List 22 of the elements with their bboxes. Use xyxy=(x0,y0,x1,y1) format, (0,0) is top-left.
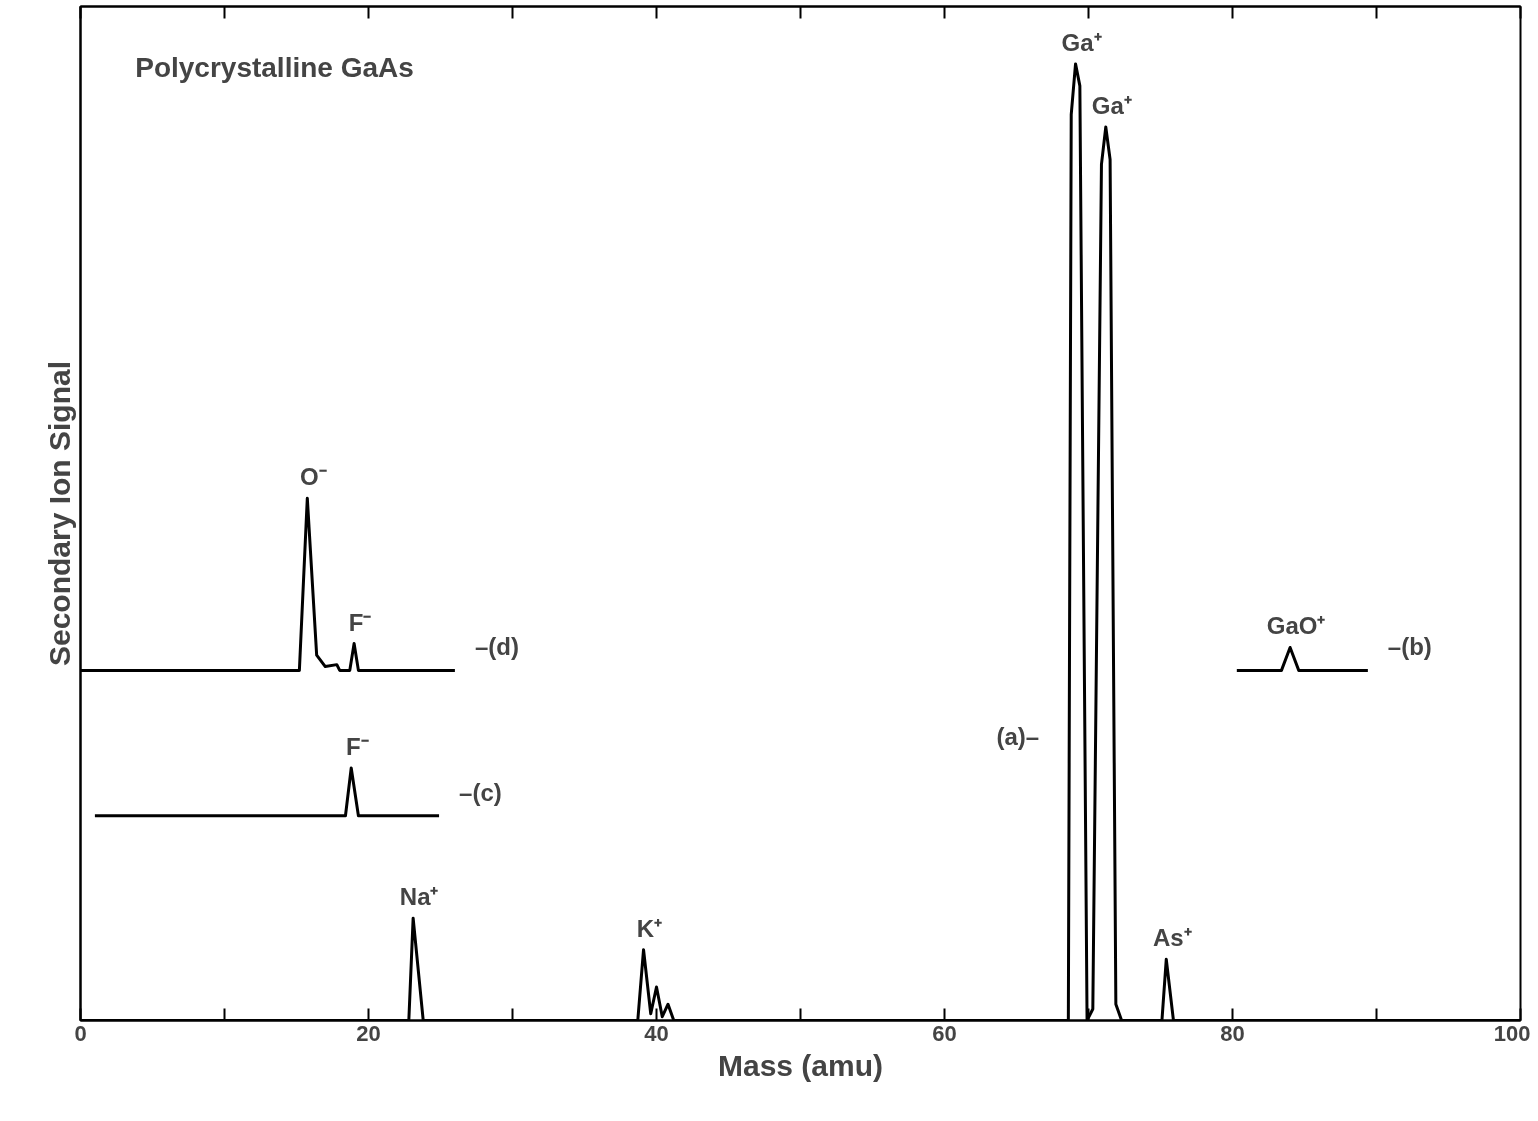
annotation: K⁺ xyxy=(636,914,663,942)
annotation: F⁻ xyxy=(345,732,369,760)
x-tick-label: 0 xyxy=(74,1020,87,1046)
annotation: –(d) xyxy=(474,633,519,661)
x-tick-label: 100 xyxy=(1493,1020,1531,1046)
annotation: As⁺ xyxy=(1152,924,1192,952)
annotation: Ga⁺ xyxy=(1061,28,1102,56)
annotation: O⁻ xyxy=(299,463,327,491)
annotation: F⁻ xyxy=(348,608,372,636)
annotation: Polycrystalline GaAs xyxy=(135,51,414,83)
annotation: –(c) xyxy=(459,778,502,806)
x-tick-label: 60 xyxy=(932,1020,957,1046)
x-tick-label: 80 xyxy=(1220,1020,1245,1046)
annotation: (a)– xyxy=(996,722,1040,750)
annotation: GaO⁺ xyxy=(1266,612,1326,640)
annotation: Na⁺ xyxy=(399,883,439,911)
annotation: –(b) xyxy=(1387,633,1432,661)
x-tick-label: 20 xyxy=(356,1020,381,1046)
x-tick-label: 40 xyxy=(644,1020,669,1046)
x-axis-title: Mass (amu) xyxy=(717,1048,884,1082)
y-axis-title: Secondary Ion Signal xyxy=(42,360,76,667)
annotation: Ga⁺ xyxy=(1091,92,1132,120)
